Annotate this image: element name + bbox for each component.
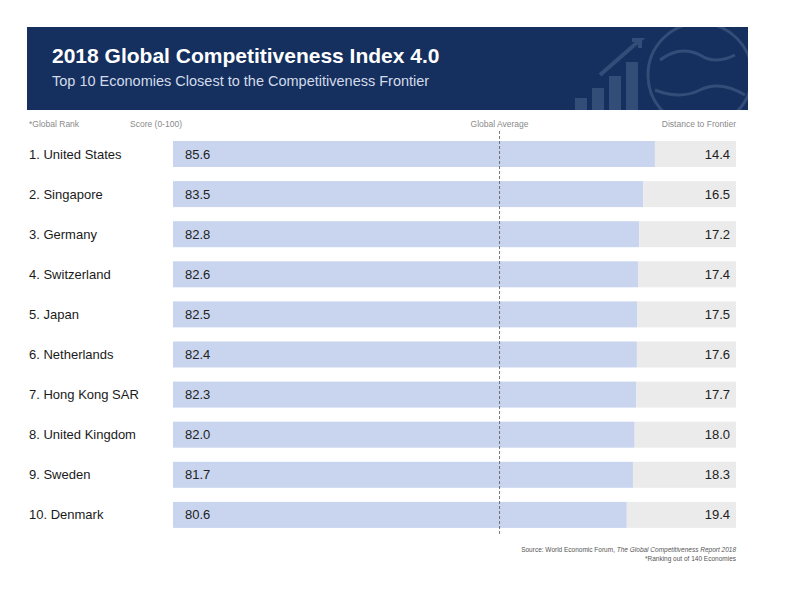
bars [173, 141, 736, 528]
data-label: 17.6 [705, 347, 730, 362]
source-publication: The Global Competitiveness Report 2018 [617, 546, 737, 554]
deco-bar [575, 98, 587, 110]
bar-segment [173, 382, 636, 408]
source: Source: World Economic Forum, The Global… [521, 546, 736, 554]
category-label: 6. Netherlands [29, 347, 114, 362]
bar-segment [636, 382, 736, 408]
bar-segment [173, 462, 633, 488]
category-label: 5. Japan [29, 307, 79, 322]
data-label: 17.2 [705, 227, 730, 242]
bar-segment [655, 141, 736, 167]
column-head: Distance to Frontier [662, 119, 736, 129]
subtitle: Top 10 Economies Closest to the Competit… [52, 73, 429, 89]
bar-segment [173, 261, 638, 287]
chart: 2018 Global Competitiveness Index 4.0 Top… [0, 0, 788, 600]
global-average-label: Global Average [471, 119, 529, 129]
data-label: 81.7 [185, 467, 210, 482]
data-label: 16.5 [705, 187, 730, 202]
bar-segment [639, 221, 736, 247]
globe [648, 27, 748, 110]
globe-lines [655, 51, 745, 95]
bar-segment [637, 342, 736, 368]
deco-bar [626, 62, 638, 110]
category-label: 9. Sweden [29, 467, 90, 482]
data-label: 82.3 [185, 387, 210, 402]
bar-segment [635, 422, 736, 448]
column-head: *Global Rank [29, 119, 80, 129]
bar-segment [638, 261, 736, 287]
bar-segment [643, 181, 736, 207]
data-label: 82.5 [185, 307, 210, 322]
data-label: 14.4 [705, 147, 730, 162]
data-label: 19.4 [705, 507, 730, 522]
bar-segment [173, 502, 627, 528]
bar-segment [173, 301, 637, 327]
deco-arrow [600, 40, 640, 75]
bar-segment [637, 301, 736, 327]
data-label: 82.0 [185, 427, 210, 442]
header-decoration [575, 27, 748, 110]
footnote: *Ranking out of 140 Economies [645, 555, 737, 563]
category-label: 7. Hong Kong SAR [29, 387, 139, 402]
title: 2018 Global Competitiveness Index 4.0 [52, 44, 440, 67]
data-label: 83.5 [185, 187, 210, 202]
deco-bar [592, 88, 604, 110]
data-label: 17.5 [705, 307, 730, 322]
data-label: 18.3 [705, 467, 730, 482]
data-label: 17.7 [705, 387, 730, 402]
bar-segment [173, 181, 643, 207]
data-label: 18.0 [705, 427, 730, 442]
bar-segment [173, 342, 637, 368]
category-label: 4. Switzerland [29, 267, 111, 282]
bar-segment [173, 221, 639, 247]
global-average-line [499, 131, 500, 534]
bar-segment [173, 141, 655, 167]
category-label: 8. United Kingdom [29, 427, 136, 442]
category-label: 2. Singapore [29, 187, 103, 202]
data-label: 85.6 [185, 147, 210, 162]
category-label: 10. Denmark [29, 507, 104, 522]
data-label: 82.4 [185, 347, 210, 362]
bar-segment [627, 502, 736, 528]
header-band [27, 27, 748, 110]
labels: 1. United States 85.6 14.4 2. Singapore 83.5… [29, 147, 730, 523]
category-label: 3. Germany [29, 227, 97, 242]
category-label: 1. United States [29, 147, 122, 162]
data-label: 80.6 [185, 507, 210, 522]
data-label: 82.6 [185, 267, 210, 282]
bar-segment [633, 462, 736, 488]
bar-segment [173, 422, 635, 448]
data-label: 17.4 [705, 267, 730, 282]
data-label: 82.8 [185, 227, 210, 242]
column-head: Score (0-100) [130, 119, 182, 129]
deco-bar [609, 76, 621, 110]
source-text: Source: World Economic Forum, [521, 546, 617, 553]
